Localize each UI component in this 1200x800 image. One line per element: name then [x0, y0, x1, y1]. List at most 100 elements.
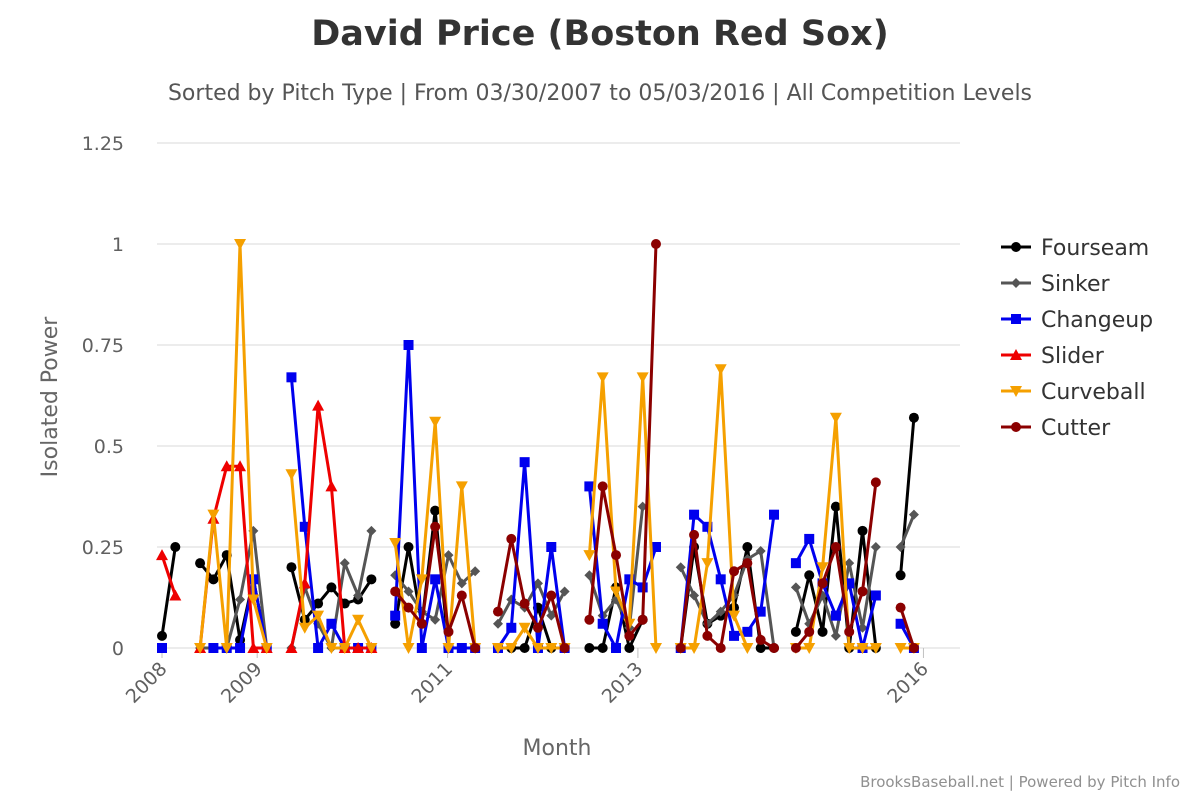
slider-point [312, 399, 325, 411]
changeup-point [299, 521, 310, 532]
fourseam-point [403, 542, 414, 552]
curveball-point [298, 622, 311, 634]
fourseam-point [195, 558, 206, 569]
curveball-point [220, 643, 233, 654]
cutter-point [790, 643, 801, 653]
cutter-point [456, 590, 467, 601]
cutter-line [496, 537, 567, 649]
sinker-point [675, 562, 686, 573]
chart-subtitle: Sorted by Pitch Type | From 03/30/2007 t… [167, 81, 1033, 106]
cutter-point [702, 630, 713, 641]
cutter-point [804, 626, 815, 637]
curveball-point [234, 239, 247, 250]
fourseam-point [519, 643, 530, 653]
curveball-point [402, 643, 415, 654]
legend: Fourseam Sinker Changeup Slider Curveball Cut… [1001, 236, 1153, 441]
legend-item-cutter[interactable]: Cutter [1001, 416, 1111, 441]
chart-title: David Price (Boston Red Sox) [311, 14, 889, 54]
legend-item-curveball[interactable]: Curveball [1001, 380, 1146, 405]
curveball-point [714, 364, 727, 376]
changeup-point [844, 578, 855, 589]
sinker-point [715, 606, 726, 617]
changeup-point [416, 643, 427, 653]
y-axis-label: Isolated Power [38, 316, 63, 478]
curveball-point [636, 372, 649, 384]
changeup-point [870, 590, 881, 601]
fourseam-point [624, 643, 635, 653]
legend-item-changeup[interactable]: Changeup [1001, 308, 1153, 333]
changeup-point [235, 643, 246, 653]
cutter-point [830, 542, 841, 552]
curveball-point [829, 412, 842, 424]
cutter-point [908, 643, 919, 653]
curveball-line [587, 375, 658, 649]
changeup-point [456, 643, 467, 653]
curveball-point [312, 610, 325, 622]
legend-marker [1011, 242, 1021, 252]
curveball-point [442, 643, 455, 654]
curveball-point [596, 372, 609, 384]
curveball-point [518, 622, 531, 634]
cutter-point [597, 481, 608, 492]
sinker-point [790, 582, 801, 593]
legend-marker [1010, 349, 1022, 360]
slider-point [352, 642, 365, 653]
cutter-point [650, 239, 661, 249]
curveball-point [455, 481, 468, 493]
legend-marker [1011, 278, 1021, 288]
slider-point [169, 589, 182, 601]
legend-label: Cutter [1041, 416, 1111, 441]
series-layer [156, 239, 920, 654]
cutter-point [430, 521, 441, 532]
fourseam-point [597, 643, 608, 653]
cutter-point [742, 558, 753, 569]
x-tick-label: 2009 [217, 658, 267, 708]
cutter-point [755, 634, 766, 645]
cutter-point [637, 614, 648, 625]
cutter-point [689, 529, 700, 540]
x-tick-label: 2008 [122, 658, 172, 708]
fourseam-point [755, 643, 766, 653]
curveball-point [688, 643, 701, 654]
cutter-point [546, 590, 557, 601]
curveball-point [429, 416, 442, 428]
sinker-point [559, 586, 570, 597]
cutter-point [403, 602, 414, 613]
credits[interactable]: BrooksBaseball.net | Powered by Pitch In… [860, 773, 1180, 791]
sinker-point [584, 570, 595, 581]
changeup-point [597, 618, 608, 629]
curveball-point [649, 643, 662, 654]
fourseam-point [286, 562, 297, 573]
curveball-line [198, 242, 269, 650]
cutter-point [492, 606, 503, 617]
cutter-point [715, 643, 726, 653]
curveball-point [701, 558, 714, 570]
sinker-point [532, 578, 543, 589]
changeup-point [702, 521, 713, 532]
sinker-point [689, 590, 700, 601]
slider-point [325, 480, 338, 492]
y-tick-label: 0.75 [82, 335, 124, 357]
curveball-point [505, 643, 518, 654]
cutter-point [584, 614, 595, 625]
changeup-point [742, 626, 753, 637]
cutter-point [532, 622, 543, 633]
legend-item-slider[interactable]: Slider [1001, 344, 1105, 369]
curveball-point [894, 643, 907, 654]
curveball-point [856, 643, 869, 654]
legend-item-sinker[interactable]: Sinker [1001, 272, 1111, 297]
legend-label: Sinker [1041, 272, 1111, 297]
curveball-point [869, 643, 882, 654]
sinker-line [496, 581, 566, 625]
legend-marker [1011, 422, 1021, 432]
fourseam-point [430, 505, 441, 516]
x-tick-label: 2011 [407, 658, 457, 708]
fourseam-point [857, 525, 868, 536]
x-axis: 2008 2009 2011 2013 2016 [122, 648, 933, 708]
slider-point [220, 460, 233, 472]
legend-item-fourseam[interactable]: Fourseam [1001, 236, 1149, 261]
changeup-point [790, 558, 801, 569]
sinker-point [830, 630, 841, 641]
sinker-point [844, 558, 855, 569]
cutter-point [559, 643, 570, 653]
